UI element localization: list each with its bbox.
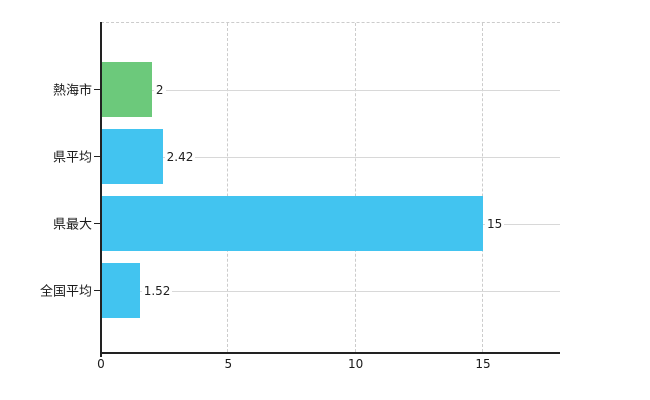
gridline-x-15 (482, 23, 483, 352)
bar-value-label: 2 (153, 82, 166, 97)
gridline-x-10 (354, 23, 356, 352)
leader-line (139, 290, 560, 292)
bar-value-label: 2.42 (164, 149, 196, 164)
bar-value-label: 1.52 (141, 283, 173, 298)
x-tick-label: 5 (224, 357, 233, 371)
bar-1 (101, 62, 152, 117)
bar-value-label: 15 (485, 216, 505, 231)
leader-line (151, 89, 560, 91)
x-axis-line (101, 352, 560, 354)
category-label: 全国平均 (39, 284, 92, 299)
category-tick (94, 155, 101, 157)
bar-2 (101, 129, 163, 184)
x-tick-label: 0 (97, 357, 105, 371)
leader-line (483, 223, 560, 225)
x-tick-label: 15 (475, 357, 491, 371)
bar-3 (101, 196, 483, 251)
category-label: 熱海市 (52, 83, 92, 98)
category-label: 県平均 (52, 150, 92, 165)
bar-4 (101, 263, 140, 318)
category-label: 県最大 (52, 217, 92, 232)
leader-line (162, 156, 560, 158)
plot-area: 2 2.42 15 1.52 (101, 22, 560, 352)
category-tick (94, 289, 101, 291)
gridline-x-5 (227, 23, 229, 352)
category-tick (94, 222, 101, 224)
y-axis-line (100, 22, 102, 357)
category-tick (94, 88, 101, 90)
x-tick-label: 10 (348, 357, 364, 371)
